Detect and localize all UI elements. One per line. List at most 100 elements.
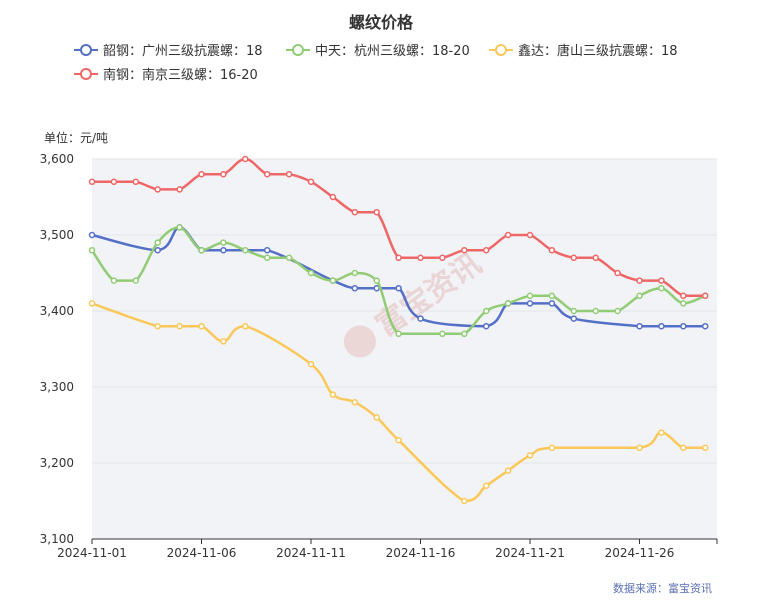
data-point[interactable] xyxy=(285,170,293,178)
data-point[interactable] xyxy=(154,322,161,330)
data-point[interactable] xyxy=(658,322,665,330)
data-point[interactable] xyxy=(242,246,249,254)
x-tick-label: 2024-11-26 xyxy=(605,546,675,560)
data-point[interactable] xyxy=(526,300,534,307)
data-point[interactable] xyxy=(482,482,490,490)
data-point[interactable] xyxy=(658,429,665,436)
data-point[interactable] xyxy=(417,254,424,262)
data-point[interactable] xyxy=(307,269,315,277)
data-point[interactable] xyxy=(701,322,709,330)
data-point[interactable] xyxy=(548,246,556,254)
data-point[interactable] xyxy=(198,322,205,330)
data-point[interactable] xyxy=(658,277,665,284)
data-point[interactable] xyxy=(636,292,643,300)
data-point[interactable] xyxy=(307,360,315,368)
data-point[interactable] xyxy=(526,231,534,239)
data-point[interactable] xyxy=(351,284,359,292)
data-point[interactable] xyxy=(351,269,359,277)
y-tick-label: 3,600 xyxy=(40,152,74,166)
data-point[interactable] xyxy=(220,246,227,254)
data-point[interactable] xyxy=(88,231,96,239)
data-point[interactable] xyxy=(504,231,512,239)
data-point[interactable] xyxy=(548,300,556,307)
legend[interactable]: 韶钢：广州三级抗震螺：18 中天：杭州三级螺：18-20 鑫达：唐山三级抗震螺：… xyxy=(74,43,678,83)
data-point[interactable] xyxy=(220,239,227,246)
data-point[interactable] xyxy=(395,284,402,292)
data-point[interactable] xyxy=(329,391,337,398)
data-point[interactable] xyxy=(154,186,161,193)
data-point[interactable] xyxy=(307,178,315,186)
data-point[interactable] xyxy=(110,178,118,186)
data-point[interactable] xyxy=(132,277,140,284)
data-point[interactable] xyxy=(680,444,687,452)
data-point[interactable] xyxy=(395,254,402,262)
data-point[interactable] xyxy=(88,246,96,254)
data-point[interactable] xyxy=(154,239,161,246)
data-point[interactable] xyxy=(395,436,402,444)
data-point[interactable] xyxy=(504,467,512,474)
data-point[interactable] xyxy=(439,330,446,338)
data-point[interactable] xyxy=(154,246,161,254)
data-point[interactable] xyxy=(570,307,578,315)
data-point[interactable] xyxy=(482,322,490,330)
y-tick-label: 3,500 xyxy=(40,228,74,242)
legend-item-xinda[interactable]: 鑫达：唐山三级抗震螺：18 xyxy=(489,43,678,59)
data-point[interactable] xyxy=(220,170,227,178)
data-point[interactable] xyxy=(592,254,599,262)
data-point[interactable] xyxy=(417,315,424,322)
data-point[interactable] xyxy=(504,300,512,307)
legend-item-nangang[interactable]: 南钢：南京三级螺：16-20 xyxy=(74,67,258,83)
data-point[interactable] xyxy=(263,246,271,254)
data-point[interactable] xyxy=(351,398,359,406)
data-point[interactable] xyxy=(482,307,490,315)
data-point[interactable] xyxy=(570,254,578,262)
data-point[interactable] xyxy=(395,330,402,338)
data-point[interactable] xyxy=(614,269,621,277)
data-point[interactable] xyxy=(242,322,249,330)
data-point[interactable] xyxy=(614,307,621,315)
data-point[interactable] xyxy=(220,338,227,345)
data-point[interactable] xyxy=(329,277,337,284)
data-point[interactable] xyxy=(329,193,337,201)
data-point[interactable] xyxy=(680,300,687,307)
data-point[interactable] xyxy=(285,254,293,262)
data-point[interactable] xyxy=(439,254,446,262)
data-point[interactable] xyxy=(198,170,205,178)
data-point[interactable] xyxy=(461,497,468,505)
data-point[interactable] xyxy=(176,224,183,231)
data-point[interactable] xyxy=(680,292,687,300)
data-point[interactable] xyxy=(263,254,271,262)
data-point[interactable] xyxy=(526,452,534,459)
data-point[interactable] xyxy=(570,315,578,322)
data-point[interactable] xyxy=(636,277,643,284)
data-point[interactable] xyxy=(701,444,709,452)
data-point[interactable] xyxy=(373,414,380,421)
data-point[interactable] xyxy=(636,444,643,452)
data-point[interactable] xyxy=(680,322,687,330)
data-point[interactable] xyxy=(132,178,140,186)
data-point[interactable] xyxy=(198,246,205,254)
data-point[interactable] xyxy=(242,155,249,163)
data-point[interactable] xyxy=(110,277,118,284)
data-point[interactable] xyxy=(526,292,534,300)
x-axis: 2024-11-01 2024-11-06 2024-11-11 2024-11-16… xyxy=(57,538,718,560)
data-point[interactable] xyxy=(658,284,665,292)
data-point[interactable] xyxy=(636,322,643,330)
data-point[interactable] xyxy=(701,292,709,300)
data-point[interactable] xyxy=(548,444,556,452)
data-point[interactable] xyxy=(176,322,183,330)
data-point[interactable] xyxy=(373,277,380,284)
data-point[interactable] xyxy=(482,246,490,254)
data-point[interactable] xyxy=(263,170,271,178)
data-point[interactable] xyxy=(88,300,96,307)
data-point[interactable] xyxy=(461,246,468,254)
data-point[interactable] xyxy=(176,186,183,193)
data-point[interactable] xyxy=(351,208,359,216)
data-point[interactable] xyxy=(373,208,380,216)
data-point[interactable] xyxy=(88,178,96,186)
data-point[interactable] xyxy=(461,330,468,338)
data-point[interactable] xyxy=(592,307,599,315)
data-point[interactable] xyxy=(548,292,556,300)
legend-item-shaogang[interactable]: 韶钢：广州三级抗震螺：18 xyxy=(74,43,263,59)
legend-item-zhongtian[interactable]: 中天：杭州三级螺：18-20 xyxy=(286,44,470,59)
